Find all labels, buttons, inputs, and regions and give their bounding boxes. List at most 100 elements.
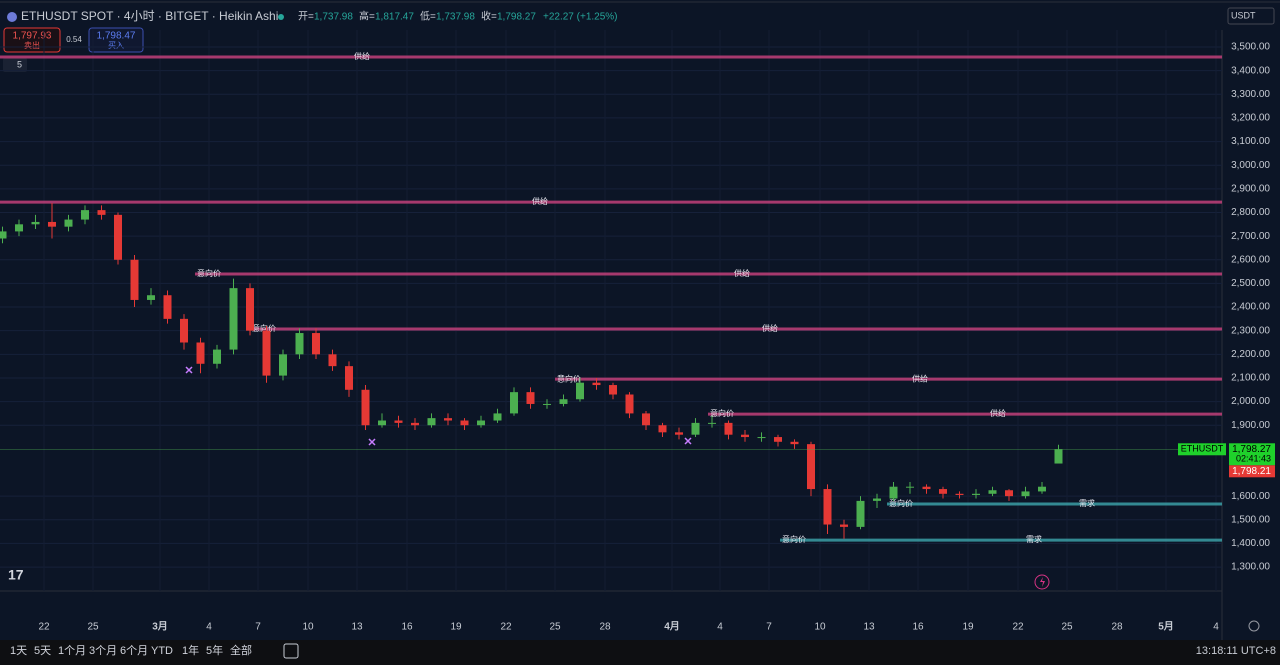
- range-button[interactable]: 1年: [182, 643, 199, 657]
- toolbar-bg: [0, 640, 1280, 665]
- candle-body: [378, 420, 386, 426]
- range-button[interactable]: 3个月: [89, 644, 117, 657]
- candle-body: [31, 221, 40, 225]
- y-tick-label: 3,000.00: [1231, 160, 1270, 171]
- date-range-icon[interactable]: [283, 643, 299, 659]
- range-button[interactable]: 5天: [34, 645, 51, 657]
- ohlc-label: 低=: [420, 10, 436, 23]
- y-tick-label: 1,500.00: [1231, 514, 1270, 525]
- candle-body: [48, 221, 56, 227]
- symbol-tag-bg: [1178, 443, 1226, 456]
- candle-body: [873, 498, 881, 501]
- x-tick-label: 28: [599, 622, 611, 633]
- alert-icon[interactable]: [1034, 574, 1050, 590]
- candle-body: [526, 392, 535, 404]
- candle-body: [196, 342, 205, 364]
- spread: 0.54: [66, 35, 82, 44]
- status-dot: [278, 14, 284, 20]
- symbol-icon: [7, 12, 17, 22]
- x-marker: [684, 437, 692, 445]
- x-marker: [185, 366, 193, 374]
- markers: [185, 366, 692, 446]
- level-label: 供给: [762, 323, 778, 333]
- x-marker: [368, 438, 376, 446]
- x-tick-label: 16: [912, 622, 924, 633]
- x-tick-label: 4: [717, 622, 723, 633]
- level-label: 供给: [734, 268, 750, 278]
- candle-body: [312, 333, 320, 355]
- candle-body: [493, 413, 502, 421]
- candle-body: [213, 349, 221, 364]
- currency: USDT: [1231, 10, 1256, 20]
- level-label: 供给: [532, 196, 548, 206]
- plot: 1,300.00 1,400.00 1,500.00 1,600.00 1,900.00…: [0, 30, 1275, 633]
- candle-body: [939, 489, 947, 494]
- bid-price-box: [1229, 465, 1275, 478]
- level-start-label: 意向价: [252, 323, 276, 333]
- indicator-toggle[interactable]: [3, 58, 27, 72]
- candle-body: [823, 489, 832, 525]
- candle-body: [114, 214, 122, 260]
- x-tick-label: 19: [962, 622, 974, 633]
- y-tick-label: 2,300.00: [1231, 325, 1270, 336]
- candle-body: [279, 354, 287, 376]
- candle-body: [592, 382, 601, 386]
- candle-body: [81, 210, 89, 220]
- candle-body: [708, 422, 716, 424]
- level-start-label: 意向价: [557, 373, 581, 383]
- x-tick-label: 10: [302, 622, 314, 633]
- x-tick-label: 25: [1061, 622, 1073, 633]
- sell-price: 1,797.93: [13, 31, 52, 42]
- candle-body: [559, 399, 568, 404]
- bid-price-label: 1,798.21: [1232, 466, 1271, 477]
- candle-body: [658, 425, 667, 433]
- y-tick-label: 2,900.00: [1231, 183, 1270, 194]
- candle-body: [229, 288, 238, 350]
- candle-body: [1005, 490, 1013, 497]
- change: +22.27 (+1.25%): [543, 12, 618, 23]
- range-button[interactable]: 全部: [230, 643, 252, 657]
- candle-body: [922, 486, 931, 490]
- y-tick-label: 2,800.00: [1231, 207, 1270, 218]
- indicator-count: 5: [17, 59, 22, 69]
- x-tick-label: 4: [1213, 622, 1219, 633]
- last-price-box: [1229, 443, 1275, 466]
- ohlc-label: 开=: [298, 12, 314, 23]
- level-start-label: 意向价: [197, 268, 221, 278]
- level-label: 供给: [912, 373, 928, 383]
- x-tick-label: 10: [814, 622, 826, 633]
- symbol: ETHUSDT SPOT · 4小时 · BITGET · Heikin Ash…: [21, 9, 278, 23]
- y-tick-label: 2,500.00: [1231, 278, 1270, 289]
- candle-body: [262, 330, 271, 376]
- range-button[interactable]: 1个月: [58, 644, 86, 657]
- ohlc-value: 1,737.98: [436, 12, 475, 23]
- candle-body: [1021, 491, 1030, 497]
- y-tick-label: 2,000.00: [1231, 396, 1270, 407]
- x-tick-label: 4月: [664, 621, 680, 633]
- range-button[interactable]: 1天: [10, 645, 27, 657]
- settings-icon[interactable]: [1248, 620, 1260, 632]
- x-tick-label: 22: [1012, 622, 1024, 633]
- x-tick-label: 3月: [152, 621, 168, 633]
- candle-body: [807, 444, 815, 490]
- x-tick-label: 5月: [1158, 621, 1174, 633]
- range-button[interactable]: 5年: [206, 643, 223, 657]
- buy-button[interactable]: [88, 27, 144, 53]
- candle-body: [790, 441, 799, 445]
- range-button[interactable]: YTD: [151, 645, 173, 657]
- candle-body: [180, 318, 188, 343]
- x-tick-label: 28: [1111, 622, 1123, 633]
- candle-body: [163, 295, 172, 319]
- candle-body: [427, 418, 436, 426]
- range-button[interactable]: 6个月: [120, 644, 148, 657]
- sell-button[interactable]: [3, 27, 61, 53]
- x-tick-label: 13: [863, 622, 875, 633]
- y-tick-label: 1,300.00: [1231, 562, 1270, 573]
- x-tick-label: 25: [549, 622, 561, 633]
- symbol-tag: ETHUSDT: [1181, 444, 1224, 454]
- candle-body: [774, 437, 782, 442]
- currency-select[interactable]: [1227, 7, 1275, 25]
- y-tick-label: 1,900.00: [1231, 420, 1270, 431]
- candle-body: [394, 420, 403, 423]
- level-start-label: 意向价: [889, 498, 913, 508]
